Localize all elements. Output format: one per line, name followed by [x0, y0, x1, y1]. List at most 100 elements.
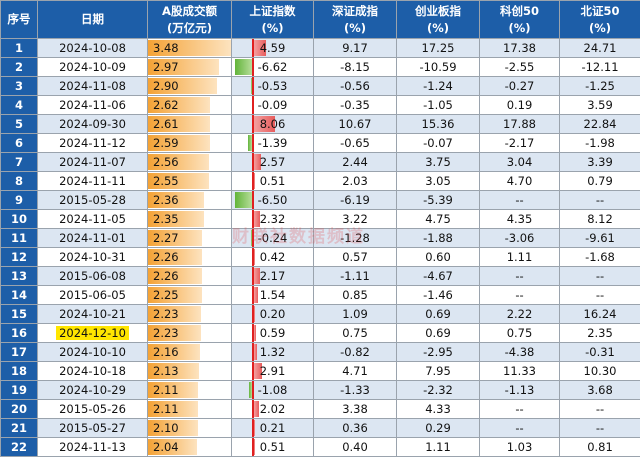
- row-star50: 17.38: [480, 39, 560, 58]
- row-index: 16: [1, 324, 38, 343]
- row-shenzhen: -1.11: [314, 267, 397, 286]
- shanghai-up-bar: [254, 249, 255, 265]
- row-date: 2015-05-27: [38, 419, 148, 438]
- row-chinext: -1.05: [397, 96, 480, 115]
- shanghai-up-bar: [254, 420, 255, 436]
- row-date: 2015-05-26: [38, 400, 148, 419]
- row-star50: --: [480, 267, 560, 286]
- row-date-text: 2024-09-30: [59, 117, 126, 131]
- shanghai-zero-axis: [252, 343, 254, 361]
- row-date: 2024-10-21: [38, 305, 148, 324]
- row-chinext: 15.36: [397, 115, 480, 134]
- row-shanghai: 1.54: [232, 286, 314, 305]
- row-star50: 3.04: [480, 153, 560, 172]
- row-star50: 2.22: [480, 305, 560, 324]
- row-date-text: 2024-10-21: [59, 307, 126, 321]
- row-date: 2024-12-10: [38, 324, 148, 343]
- row-volume: 2.26: [148, 248, 232, 267]
- shanghai-value: 0.42: [260, 250, 286, 264]
- row-date-text: 2024-11-11: [59, 174, 126, 188]
- row-bse50: 3.68: [560, 381, 640, 400]
- volume-value: 2.11: [148, 383, 179, 397]
- row-date: 2024-11-06: [38, 96, 148, 115]
- row-shenzhen: 4.71: [314, 362, 397, 381]
- row-shenzhen: -0.35: [314, 96, 397, 115]
- volume-value: 2.59: [148, 136, 179, 150]
- row-shenzhen: 1.09: [314, 305, 397, 324]
- row-star50: -2.17: [480, 134, 560, 153]
- row-shanghai: 2.02: [232, 400, 314, 419]
- shanghai-value: 2.57: [260, 155, 286, 169]
- volume-value: 2.61: [148, 117, 179, 131]
- row-shenzhen: -0.65: [314, 134, 397, 153]
- row-star50: --: [480, 419, 560, 438]
- header-row: 序号 日期 A股成交额(万亿元) 上证指数(%) 深证成指(%) 创业板指(%)…: [1, 1, 640, 39]
- row-shenzhen: 10.67: [314, 115, 397, 134]
- shanghai-zero-axis: [252, 153, 254, 171]
- shanghai-zero-axis: [252, 172, 254, 190]
- row-shanghai: 2.32: [232, 210, 314, 229]
- shanghai-zero-axis: [252, 324, 254, 342]
- row-chinext: -4.67: [397, 267, 480, 286]
- row-date-text: 2015-05-27: [59, 421, 126, 435]
- row-star50: 4.70: [480, 172, 560, 191]
- shanghai-zero-axis: [252, 419, 254, 437]
- row-date-text: 2015-06-08: [59, 269, 126, 283]
- row-bse50: -12.11: [560, 58, 640, 77]
- row-shanghai: -6.62: [232, 58, 314, 77]
- shanghai-up-bar: [254, 401, 259, 417]
- row-chinext: -1.24: [397, 77, 480, 96]
- row-index: 21: [1, 419, 38, 438]
- row-date: 2024-11-07: [38, 153, 148, 172]
- row-date-text: 2015-05-26: [59, 402, 126, 416]
- row-index: 11: [1, 229, 38, 248]
- row-date-text: 2015-06-05: [59, 288, 126, 302]
- volume-value: 2.10: [148, 421, 179, 435]
- row-shenzhen: -1.33: [314, 381, 397, 400]
- row-index: 20: [1, 400, 38, 419]
- shanghai-value: 0.20: [260, 307, 286, 321]
- shanghai-value: 2.32: [260, 212, 286, 226]
- row-index: 5: [1, 115, 38, 134]
- row-index: 12: [1, 248, 38, 267]
- row-index: 19: [1, 381, 38, 400]
- row-date-text: 2024-10-31: [59, 250, 126, 264]
- shanghai-zero-axis: [252, 305, 254, 323]
- row-shenzhen: -1.28: [314, 229, 397, 248]
- row-date-text: 2024-12-10: [56, 326, 129, 340]
- row-index: 10: [1, 210, 38, 229]
- volume-value: 2.23: [148, 307, 179, 321]
- row-star50: -1.13: [480, 381, 560, 400]
- row-date-text: 2024-11-06: [59, 98, 126, 112]
- header-chinext: 创业板指(%): [397, 1, 480, 39]
- row-star50: -4.38: [480, 343, 560, 362]
- shanghai-value: 0.51: [260, 174, 286, 188]
- row-volume: 2.97: [148, 58, 232, 77]
- row-date-text: 2024-11-05: [59, 212, 126, 226]
- row-index: 7: [1, 153, 38, 172]
- row-date-text: 2024-10-10: [59, 345, 126, 359]
- row-shanghai: 0.20: [232, 305, 314, 324]
- row-date: 2024-10-09: [38, 58, 148, 77]
- row-shenzhen: 0.75: [314, 324, 397, 343]
- row-shenzhen: 2.03: [314, 172, 397, 191]
- row-date: 2024-11-12: [38, 134, 148, 153]
- row-chinext: -10.59: [397, 58, 480, 77]
- row-chinext: -0.07: [397, 134, 480, 153]
- row-bse50: 16.24: [560, 305, 640, 324]
- row-star50: --: [480, 400, 560, 419]
- shanghai-zero-axis: [252, 210, 254, 228]
- row-date: 2024-10-29: [38, 381, 148, 400]
- row-date: 2015-06-08: [38, 267, 148, 286]
- row-date: 2024-10-18: [38, 362, 148, 381]
- volume-value: 2.23: [148, 326, 179, 340]
- row-index: 15: [1, 305, 38, 324]
